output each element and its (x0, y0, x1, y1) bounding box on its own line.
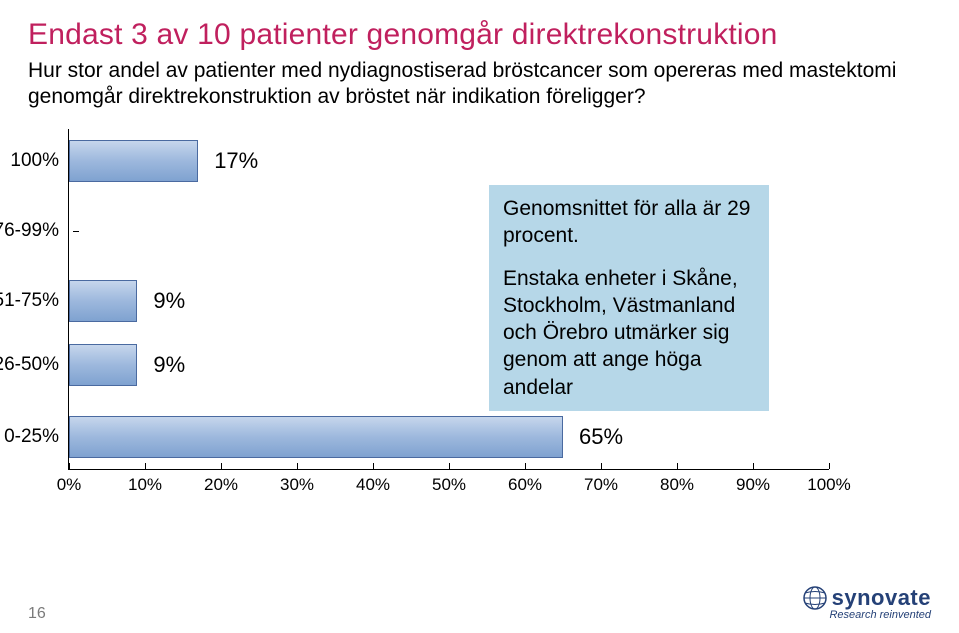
slide-root: Endast 3 av 10 patienter genomgår direkt… (0, 0, 959, 633)
bar-value-label: 9% (153, 352, 185, 378)
logo-text: synovate (832, 585, 931, 611)
globe-icon (802, 585, 828, 611)
y-category-label: 51-75% (0, 290, 69, 312)
x-tick: 80% (652, 469, 702, 495)
bar-value-label: 9% (153, 288, 185, 314)
x-tick: 40% (348, 469, 398, 495)
callout-box: Enstaka enheter i Skåne, Stockholm, Väst… (489, 255, 769, 411)
x-tick: 0% (44, 469, 94, 495)
logo-row: synovate (802, 585, 931, 611)
x-tick: 30% (272, 469, 322, 495)
bar (69, 280, 137, 322)
slide-title: Endast 3 av 10 patienter genomgår direkt… (28, 18, 931, 52)
x-tick: 100% (804, 469, 854, 495)
logo: synovate Research reinvented (802, 585, 931, 621)
x-tick: 70% (576, 469, 626, 495)
bar (69, 140, 198, 182)
bar (69, 416, 563, 458)
bar-value-label: 17% (214, 148, 258, 174)
slide-subtitle: Hur stor andel av patienter med nydiagno… (28, 58, 908, 111)
x-tick: 50% (424, 469, 474, 495)
callout-box: Genomsnittet för alla är 29 procent. (489, 185, 769, 260)
y-category-label: 100% (10, 150, 69, 172)
x-tick: 90% (728, 469, 778, 495)
chart: 0%10%20%30%40%50%60%70%80%90%100%100%17%… (68, 129, 908, 519)
page-number: 16 (28, 605, 46, 623)
bar-value-label: 65% (579, 424, 623, 450)
chart-plot: 0%10%20%30%40%50%60%70%80%90%100%100%17%… (68, 129, 829, 470)
x-tick: 20% (196, 469, 246, 495)
y-category-label: 26-50% (0, 354, 69, 376)
bar (69, 344, 137, 386)
x-tick: 10% (120, 469, 170, 495)
x-tick: 60% (500, 469, 550, 495)
y-category-label: 0-25% (4, 426, 69, 448)
y-category-label: 76-99% (0, 220, 69, 242)
